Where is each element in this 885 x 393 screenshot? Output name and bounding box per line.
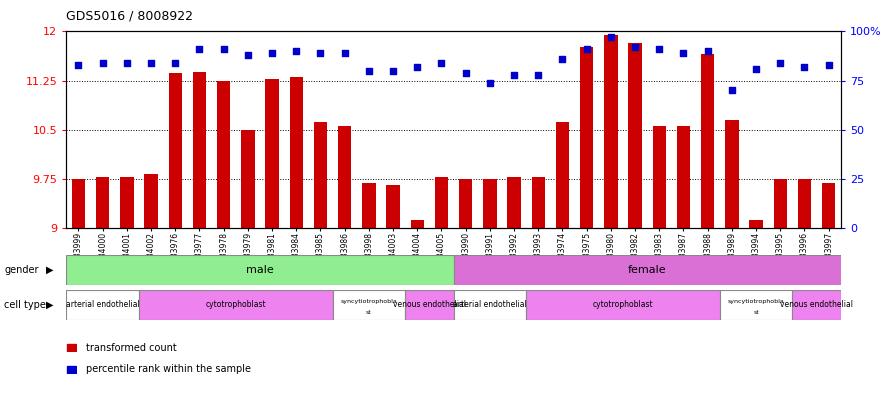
Bar — [96, 177, 110, 228]
Bar — [527, 290, 720, 320]
Text: transformed count: transformed count — [86, 343, 177, 353]
Text: cell type: cell type — [4, 300, 46, 310]
Point — [168, 60, 182, 66]
Text: arterial endothelial: arterial endothelial — [65, 301, 140, 309]
Point — [313, 50, 327, 56]
Bar — [120, 177, 134, 228]
Point — [144, 60, 158, 66]
Text: syncytiotrophobla: syncytiotrophobla — [341, 299, 397, 304]
Bar — [169, 73, 182, 228]
Bar — [338, 127, 351, 228]
Point — [821, 62, 835, 68]
Text: GDS5016 / 8008922: GDS5016 / 8008922 — [66, 10, 194, 23]
Bar — [289, 77, 303, 228]
Bar — [217, 81, 230, 228]
Text: syncytiotrophobla: syncytiotrophobla — [727, 299, 784, 304]
Bar — [701, 54, 714, 228]
Bar — [454, 290, 527, 320]
Bar — [66, 255, 454, 285]
Bar — [720, 290, 792, 320]
Bar — [556, 122, 569, 228]
Point — [72, 62, 86, 68]
Point — [435, 60, 449, 66]
Point — [652, 46, 666, 52]
Bar — [362, 184, 375, 228]
Bar — [773, 179, 787, 228]
Text: male: male — [246, 265, 273, 275]
Bar — [459, 179, 473, 228]
Bar — [405, 290, 454, 320]
Text: st: st — [366, 310, 372, 315]
Text: venous endothelial: venous endothelial — [393, 301, 466, 309]
Point — [507, 72, 521, 78]
Bar — [435, 177, 448, 228]
Bar — [822, 184, 835, 228]
Bar — [144, 174, 158, 228]
Point — [192, 46, 206, 52]
Bar — [604, 35, 618, 228]
Text: cytotrophoblast: cytotrophoblast — [205, 301, 266, 309]
Bar — [387, 185, 400, 228]
Bar — [580, 47, 593, 228]
Point — [410, 64, 424, 70]
Point — [337, 50, 351, 56]
Point — [701, 48, 715, 54]
Bar — [139, 290, 333, 320]
Text: arterial endothelial: arterial endothelial — [453, 301, 527, 309]
Text: cytotrophoblast: cytotrophoblast — [593, 301, 653, 309]
Text: female: female — [627, 265, 666, 275]
Point — [96, 60, 110, 66]
Bar — [483, 179, 496, 228]
Point — [265, 50, 279, 56]
Point — [604, 34, 618, 40]
Bar — [314, 122, 327, 228]
Bar — [333, 290, 405, 320]
Point — [119, 60, 134, 66]
Text: venous endothelial: venous endothelial — [780, 301, 853, 309]
Point — [725, 87, 739, 94]
Text: ▶: ▶ — [46, 300, 53, 310]
Point — [580, 46, 594, 52]
Point — [362, 68, 376, 74]
Bar — [797, 179, 812, 228]
Point — [749, 66, 763, 72]
Point — [531, 72, 545, 78]
Text: gender: gender — [4, 265, 39, 275]
Bar — [628, 43, 642, 228]
Bar — [411, 220, 424, 228]
Bar — [72, 179, 85, 228]
Point — [676, 50, 690, 56]
Bar — [792, 290, 841, 320]
Bar — [266, 79, 279, 228]
Point — [773, 60, 788, 66]
Text: percentile rank within the sample: percentile rank within the sample — [86, 364, 250, 375]
Point — [289, 48, 304, 54]
Text: st: st — [753, 310, 759, 315]
Bar — [677, 127, 690, 228]
Bar — [242, 130, 255, 228]
Point — [628, 44, 643, 50]
Bar — [725, 120, 738, 228]
Point — [217, 46, 231, 52]
Bar — [750, 220, 763, 228]
Point — [241, 52, 255, 58]
Bar — [454, 255, 841, 285]
Bar — [532, 177, 545, 228]
Bar — [193, 72, 206, 228]
Point — [797, 64, 812, 70]
Bar — [66, 290, 139, 320]
Bar — [652, 127, 666, 228]
Point — [556, 56, 570, 62]
Point — [483, 79, 497, 86]
Text: ▶: ▶ — [46, 265, 53, 275]
Point — [458, 70, 473, 76]
Point — [386, 68, 400, 74]
Bar — [507, 177, 520, 228]
